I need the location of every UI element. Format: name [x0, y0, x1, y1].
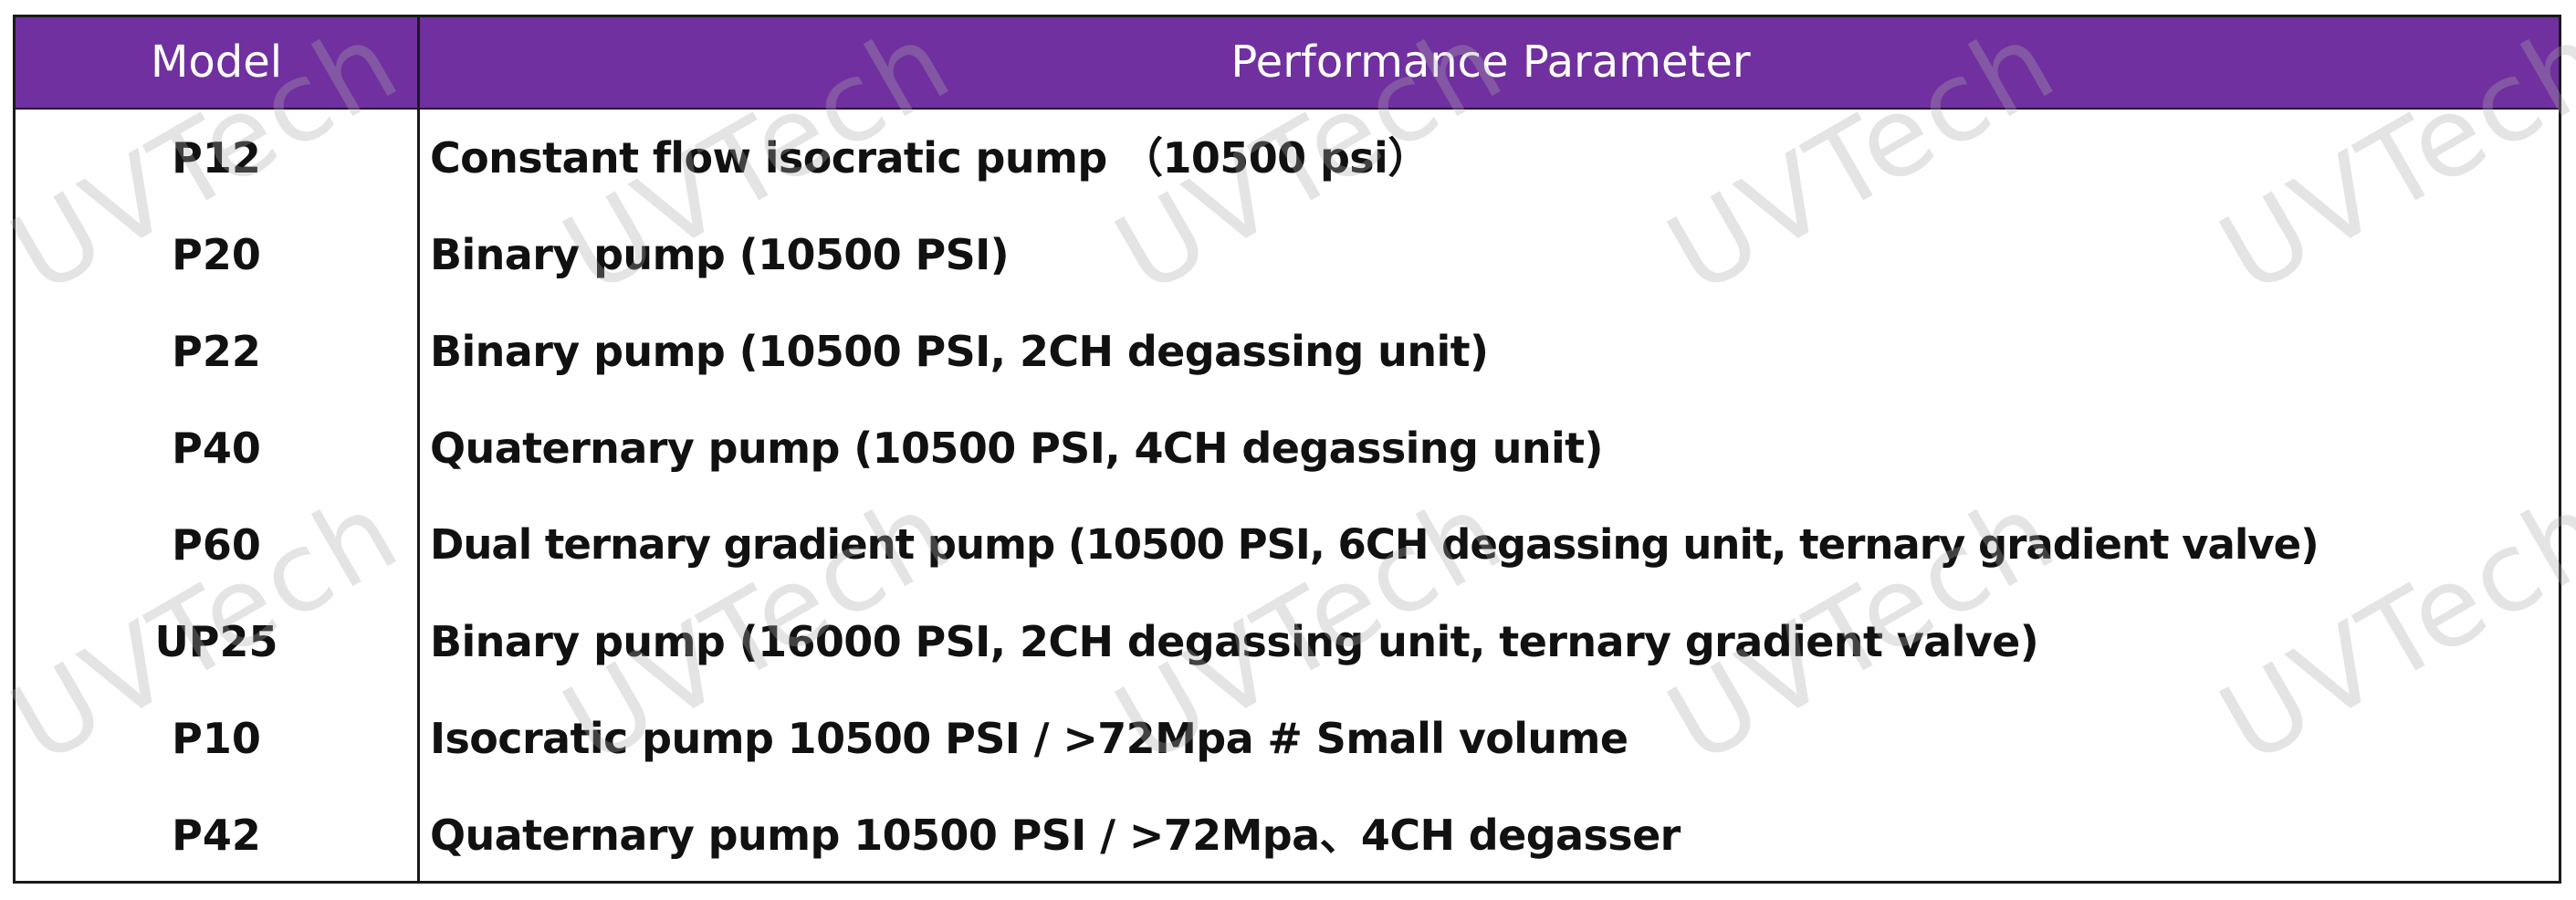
- parameter-cell: Quaternary pump (10500 PSI, 4CH degassin…: [430, 424, 1604, 473]
- model-cell: P40: [172, 424, 261, 473]
- model-cell: P12: [172, 133, 261, 183]
- table-row: P60 Dual ternary gradient pump (10500 PS…: [16, 497, 2559, 593]
- table-row: P20 Binary pump (10500 PSI): [16, 206, 2559, 303]
- model-cell: UP25: [154, 617, 278, 666]
- model-cell: P60: [172, 520, 261, 570]
- model-cell: P20: [172, 230, 261, 279]
- model-cell: P42: [172, 811, 261, 860]
- table-row: P42 Quaternary pump 10500 PSI / >72Mpa、4…: [16, 787, 2559, 881]
- table-row: P22 Binary pump (10500 PSI, 2CH degassin…: [16, 303, 2559, 400]
- parameter-cell: Dual ternary gradient pump (10500 PSI, 6…: [430, 520, 2319, 569]
- model-cell: P22: [172, 327, 261, 376]
- spec-table: Model Performance Parameter P12 Constant…: [13, 15, 2561, 884]
- table-row: P10 Isocratic pump 10500 PSI / >72Mpa # …: [16, 690, 2559, 787]
- model-cell: P10: [172, 714, 261, 763]
- table-row: P40 Quaternary pump (10500 PSI, 4CH dega…: [16, 400, 2559, 497]
- parameter-cell: Constant flow isocratic pump （10500 psi）: [430, 133, 1429, 183]
- header-model: Model: [150, 37, 283, 88]
- table-row: UP25 Binary pump (16000 PSI, 2CH degassi…: [16, 593, 2559, 690]
- column-divider: [417, 17, 420, 881]
- table-row: P12 Constant flow isocratic pump （10500 …: [16, 110, 2559, 206]
- parameter-cell: Quaternary pump 10500 PSI / >72Mpa、4CH d…: [430, 811, 1681, 860]
- parameter-cell: Isocratic pump 10500 PSI / >72Mpa # Smal…: [430, 714, 1628, 763]
- header-performance-parameter: Performance Parameter: [1230, 37, 1751, 88]
- parameter-cell: Binary pump (16000 PSI, 2CH degassing un…: [430, 617, 2039, 666]
- parameter-cell: Binary pump (10500 PSI): [430, 230, 1010, 279]
- parameter-cell: Binary pump (10500 PSI, 2CH degassing un…: [430, 327, 1489, 376]
- table-header: Model Performance Parameter: [16, 17, 2559, 110]
- table-body: P12 Constant flow isocratic pump （10500 …: [16, 110, 2559, 881]
